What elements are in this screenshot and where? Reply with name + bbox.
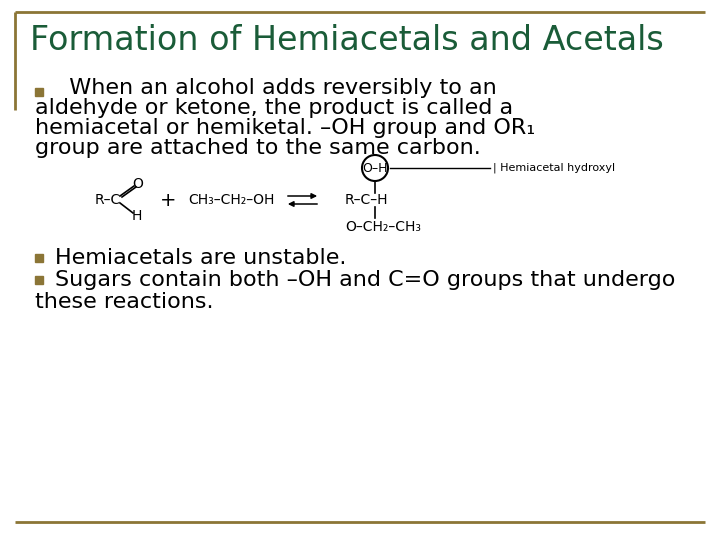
Text: hemiacetal or hemiketal. –OH group and OR₁: hemiacetal or hemiketal. –OH group and O… [35, 118, 535, 138]
Text: When an alcohol adds reversibly to an: When an alcohol adds reversibly to an [55, 78, 497, 98]
Text: R–C–H: R–C–H [345, 193, 389, 207]
Text: Hemiacetals are unstable.: Hemiacetals are unstable. [55, 248, 346, 268]
Text: CH₃–CH₂–OH: CH₃–CH₂–OH [188, 193, 274, 207]
Text: these reactions.: these reactions. [35, 292, 214, 312]
Bar [35, 254, 43, 262]
Text: | Hemiacetal hydroxyl: | Hemiacetal hydroxyl [493, 163, 615, 173]
Text: H: H [132, 209, 143, 223]
Bar [35, 88, 43, 96]
Text: O: O [132, 177, 143, 191]
Text: O–H: O–H [362, 161, 388, 174]
Bar [35, 276, 43, 284]
Text: O–CH₂–CH₃: O–CH₂–CH₃ [345, 220, 421, 234]
Text: group are attached to the same carbon.: group are attached to the same carbon. [35, 138, 481, 158]
Text: aldehyde or ketone, the product is called a: aldehyde or ketone, the product is calle… [35, 98, 513, 118]
Text: Formation of Hemiacetals and Acetals: Formation of Hemiacetals and Acetals [30, 24, 664, 57]
Text: R–C: R–C [95, 193, 121, 207]
Text: +: + [160, 191, 176, 210]
Text: Sugars contain both –OH and C=O groups that undergo: Sugars contain both –OH and C=O groups t… [55, 270, 675, 290]
